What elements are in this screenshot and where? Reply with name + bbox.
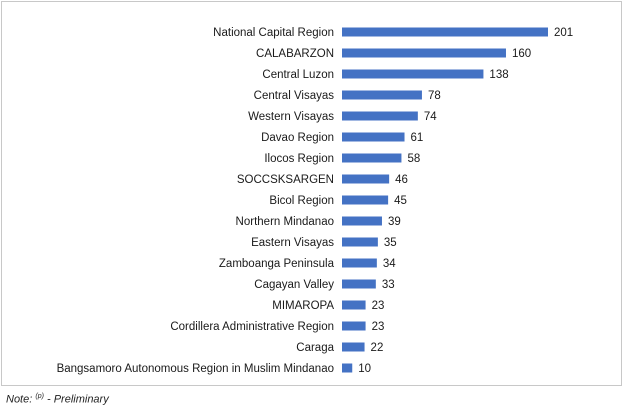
value-label: 22 — [371, 342, 384, 354]
value-label: 78 — [428, 90, 441, 102]
note-prefix: Note: — [6, 393, 33, 406]
bar — [342, 237, 378, 247]
value-label: 23 — [372, 321, 385, 333]
value-label: 61 — [411, 132, 424, 144]
bar — [342, 69, 484, 79]
bar — [342, 195, 389, 205]
bar — [342, 90, 422, 100]
category-label: National Capital Region — [213, 27, 334, 39]
category-label: Zamboanga Peninsula — [219, 258, 335, 270]
bar — [342, 153, 402, 163]
bar — [342, 48, 506, 58]
value-label: 74 — [424, 111, 437, 123]
bar — [342, 363, 353, 373]
category-label: Caraga — [296, 342, 334, 354]
value-label: 39 — [388, 216, 401, 228]
value-label: 35 — [384, 237, 397, 249]
bar — [342, 111, 418, 121]
chart-frame — [1, 1, 622, 386]
bar — [342, 321, 366, 331]
bar — [342, 216, 382, 226]
note-suffix: - Preliminary — [46, 393, 109, 406]
category-label: Bicol Region — [269, 195, 334, 207]
value-label: 201 — [554, 27, 573, 39]
category-label: Cagayan Valley — [254, 279, 334, 291]
note-superscript: (p) — [35, 393, 44, 400]
category-label: Central Luzon — [262, 69, 334, 81]
category-label: Cordillera Administrative Region — [170, 321, 334, 333]
category-label: Ilocos Region — [264, 153, 334, 165]
category-label: Western Visayas — [248, 111, 334, 123]
bar — [342, 132, 405, 142]
category-label: Davao Region — [261, 132, 334, 144]
value-label: 10 — [358, 363, 371, 375]
bar — [342, 342, 365, 352]
category-label: CALABARZON — [256, 48, 334, 60]
bar — [342, 27, 548, 37]
value-label: 34 — [383, 258, 396, 270]
value-label: 160 — [512, 48, 531, 60]
value-label: 23 — [372, 300, 385, 312]
bar — [342, 174, 390, 184]
category-label: SOCCSKSARGEN — [237, 174, 334, 186]
category-label: Eastern Visayas — [251, 237, 334, 249]
category-label: MIMAROPA — [272, 300, 334, 312]
value-label: 46 — [395, 174, 408, 186]
value-label: 58 — [407, 153, 420, 165]
bar — [342, 300, 366, 310]
value-label: 45 — [394, 195, 407, 207]
category-label: Northern Mindanao — [236, 216, 334, 228]
bar — [342, 258, 377, 268]
note: Note: (p) - Preliminary — [6, 393, 109, 406]
category-label: Bangsamoro Autonomous Region in Muslim M… — [57, 363, 334, 375]
chart: National Capital Region 201 CALABARZON 160 C… — [1, 1, 622, 386]
category-label: Central Visayas — [254, 90, 335, 102]
bar — [342, 279, 376, 289]
value-label: 138 — [489, 69, 508, 81]
value-label: 33 — [382, 279, 395, 291]
